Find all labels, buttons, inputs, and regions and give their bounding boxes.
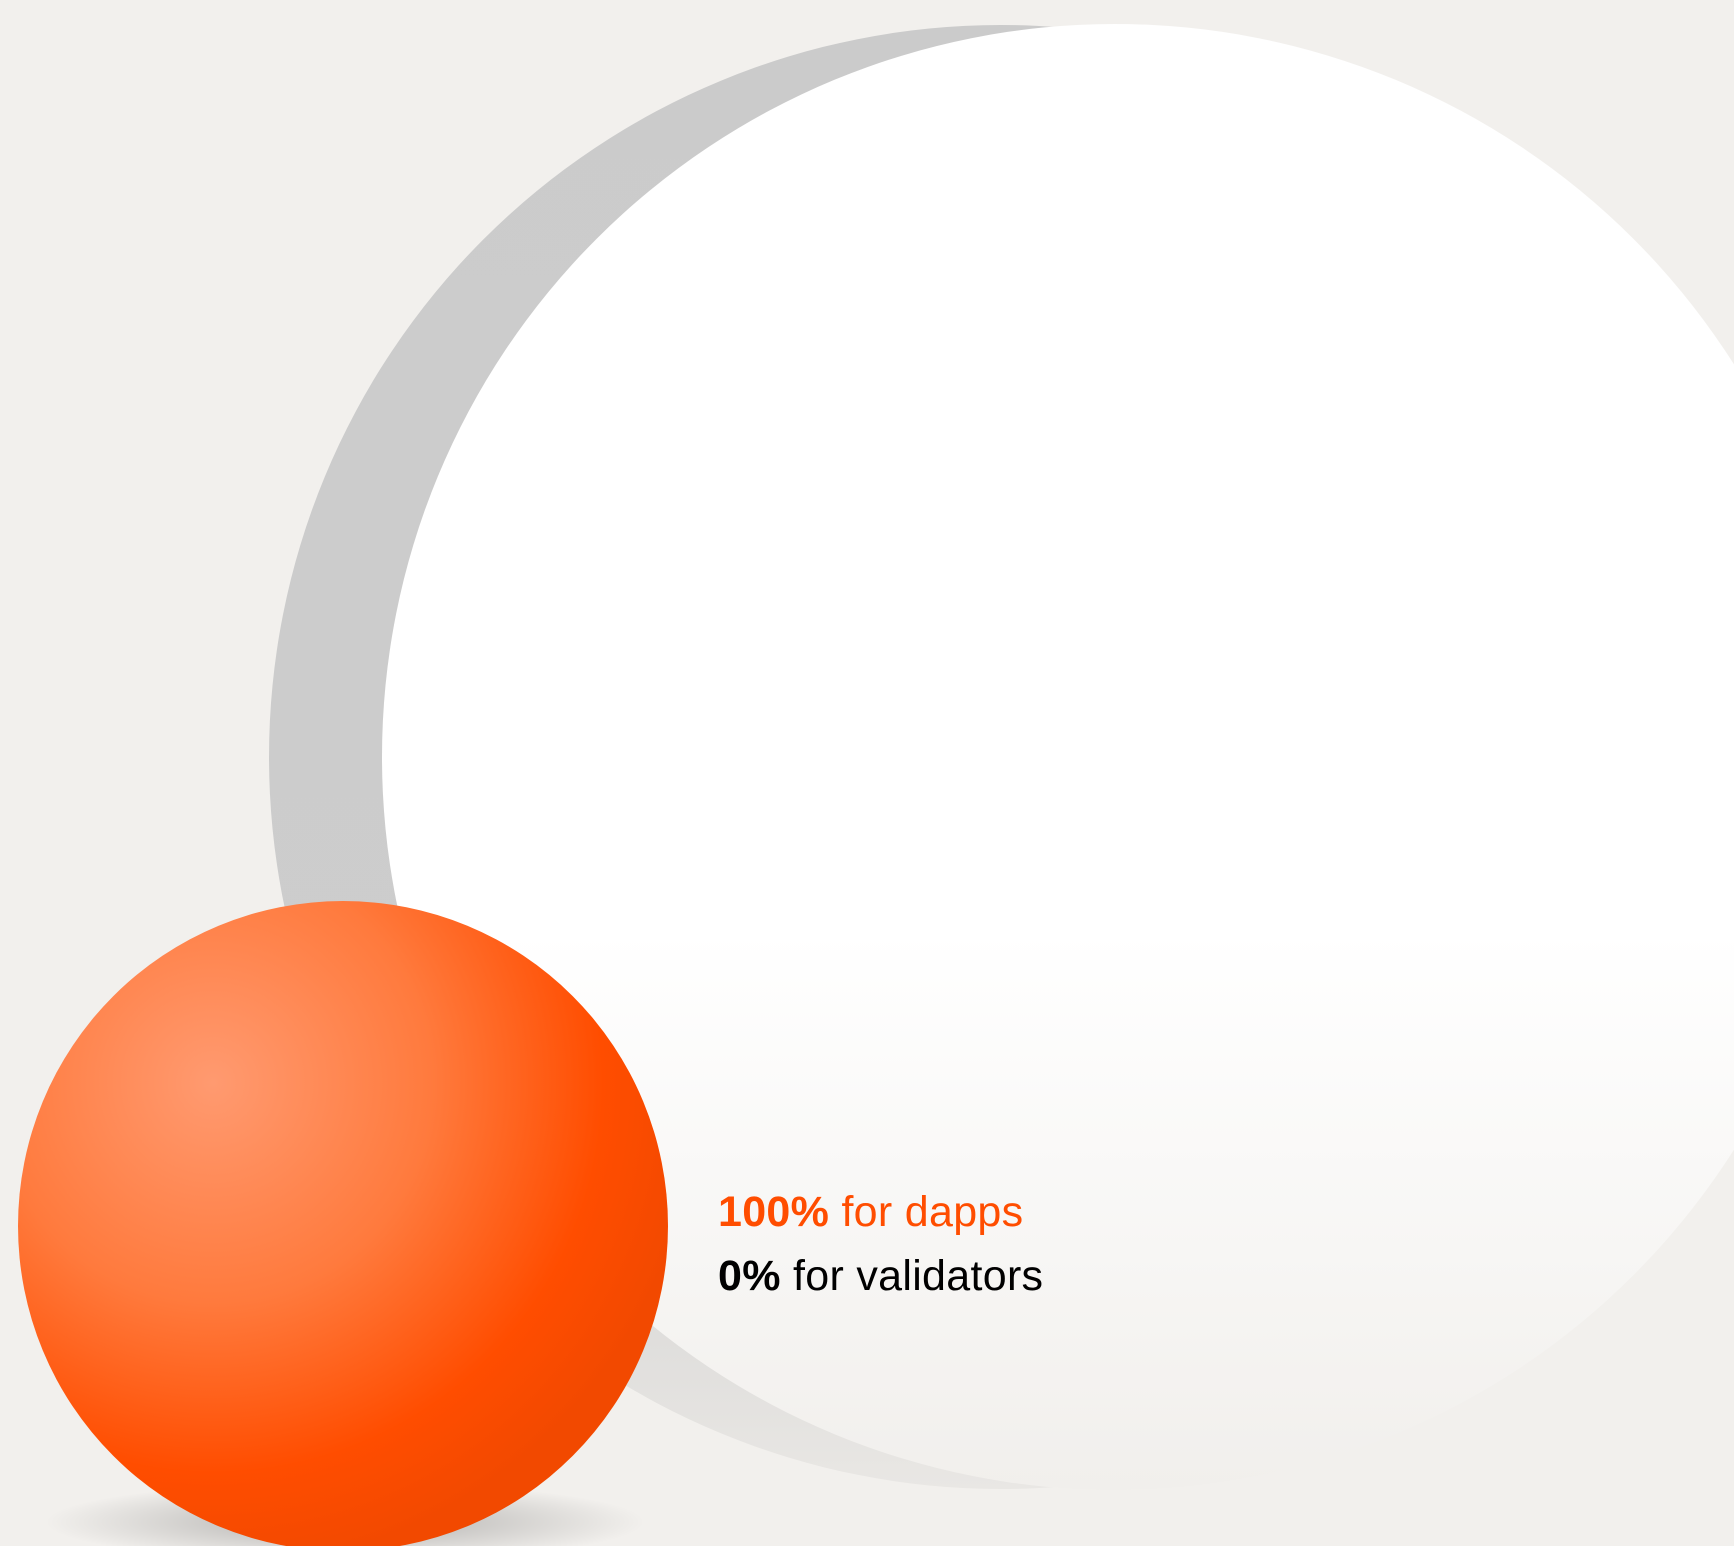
large-sphere	[382, 24, 1734, 1490]
validators-share-value: 0%	[718, 1252, 781, 1300]
dapps-share-line: 100% for dapps	[718, 1180, 1043, 1244]
validators-share-label: for validators	[793, 1252, 1044, 1300]
validators-share-line: 0% for validators	[718, 1244, 1043, 1308]
dapps-share-label: for dapps	[841, 1188, 1024, 1236]
dapps-share-value: 100%	[718, 1188, 830, 1236]
orange-sphere	[18, 901, 668, 1546]
allocation-legend: 100% for dapps 0% for validators	[718, 1180, 1043, 1308]
